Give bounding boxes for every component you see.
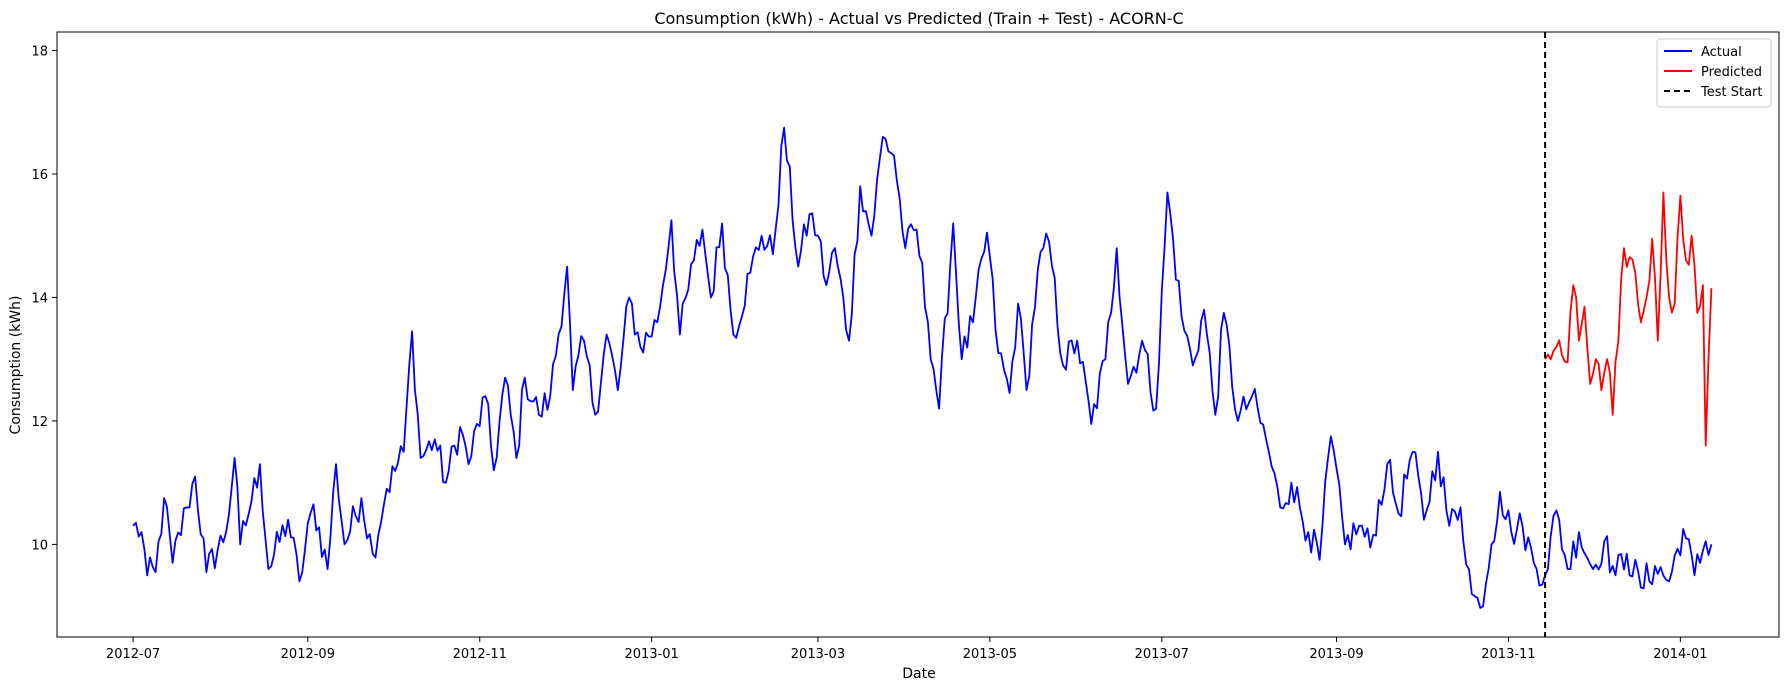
x-tick-label: 2013-01 xyxy=(625,647,679,662)
legend-label-predicted: Predicted xyxy=(1701,65,1762,80)
x-tick-label: 2013-03 xyxy=(791,647,845,662)
x-tick-label: 2014-01 xyxy=(1653,647,1707,662)
y-tick-label: 16 xyxy=(31,168,48,183)
legend-label-test-start: Test Start xyxy=(1700,85,1763,100)
y-tick-label: 14 xyxy=(31,291,48,306)
x-tick-label: 2012-09 xyxy=(281,647,335,662)
legend-label-actual: Actual xyxy=(1701,45,1742,60)
x-axis-label: Date xyxy=(902,666,935,682)
plot-frame xyxy=(56,31,1780,638)
x-tick-label: 2012-07 xyxy=(106,647,160,662)
y-tick-label: 10 xyxy=(31,538,48,553)
axes-layer: 2012-07 2012-09 2012-11 2013-01 2013-03 2013-… xyxy=(31,31,1780,662)
x-tick-label: 2013-07 xyxy=(1135,647,1189,662)
x-tick-label: 2013-09 xyxy=(1309,647,1363,662)
legend: Actual Predicted Test Start xyxy=(1656,38,1772,108)
chart-title: Consumption (kWh) - Actual vs Predicted … xyxy=(654,9,1183,28)
y-tick-label: 18 xyxy=(31,45,48,60)
series-layer xyxy=(132,32,1713,637)
series-line-actual xyxy=(132,126,1713,609)
series-line-predicted xyxy=(1544,191,1713,447)
x-tick-label: 2013-11 xyxy=(1481,647,1535,662)
x-tick-label: 2012-11 xyxy=(453,647,507,662)
x-tick-label: 2013-05 xyxy=(963,647,1017,662)
y-tick-label: 12 xyxy=(31,415,48,430)
y-axis-label: Consumption (kWh) xyxy=(8,296,24,435)
